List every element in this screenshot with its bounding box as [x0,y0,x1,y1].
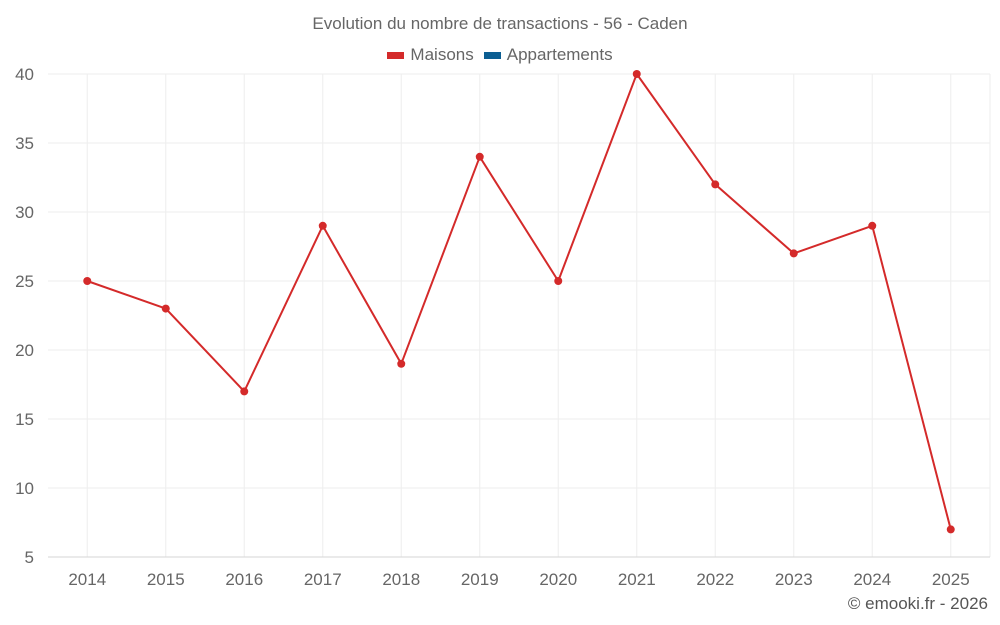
legend-swatch-appartements [483,51,501,59]
series-group [83,70,955,534]
data-point-maisons-2023[interactable] [789,249,798,258]
y-tick-20: 20 [15,341,34,360]
credit-text: © emooki.fr - 2026 [847,594,988,613]
y-axis-ticks: 5 10 15 20 25 30 35 40 [15,65,34,567]
y-tick-15: 15 [15,410,34,429]
x-tick-2018: 2018 [382,570,420,589]
data-point-maisons-2018[interactable] [397,359,406,368]
data-point-maisons-2021[interactable] [632,70,641,78]
y-tick-25: 25 [15,272,34,291]
x-tick-2025: 2025 [932,570,970,589]
grid-lines [48,73,991,558]
y-tick-5: 5 [25,548,34,567]
x-tick-2020: 2020 [539,570,577,589]
x-tick-2017: 2017 [304,570,342,589]
series-line-maisons [86,73,952,530]
data-point-maisons-2017[interactable] [318,221,327,230]
data-point-maisons-2020[interactable] [554,277,563,285]
x-tick-2021: 2021 [618,570,656,589]
data-point-maisons-2016[interactable] [240,387,249,396]
data-point-maisons-2019[interactable] [475,152,484,161]
chart-title: Evolution du nombre de transactions - 56… [312,14,688,33]
legend-item-maisons[interactable]: Maisons [387,45,474,65]
x-tick-2016: 2016 [225,570,263,589]
x-tick-2019: 2019 [461,570,499,589]
data-point-maisons-2014[interactable] [83,277,92,285]
y-tick-40: 40 [15,65,34,84]
x-tick-2022: 2022 [696,570,734,589]
y-tick-30: 30 [15,203,34,222]
legend-label-maisons: Maisons [410,45,474,64]
y-tick-10: 10 [15,479,34,498]
y-tick-35: 35 [15,134,34,153]
x-axis-ticks: 2014 2015 2016 2017 2018 2019 2020 2021 2022 2023… [68,570,969,589]
legend-item-appartements[interactable]: Appartements [483,45,613,65]
x-tick-2023: 2023 [775,570,813,589]
chart-legend: Maisons Appartements [0,45,1000,65]
x-tick-2015: 2015 [147,570,185,589]
x-tick-2024: 2024 [853,570,891,589]
data-point-maisons-2025[interactable] [946,525,955,534]
x-tick-2014: 2014 [68,570,106,589]
data-point-maisons-2024[interactable] [868,221,877,230]
data-point-maisons-2015[interactable] [161,304,170,313]
data-point-maisons-2022[interactable] [711,180,720,189]
legend-label-appartements: Appartements [506,45,613,64]
legend-swatch-maisons [387,51,405,59]
